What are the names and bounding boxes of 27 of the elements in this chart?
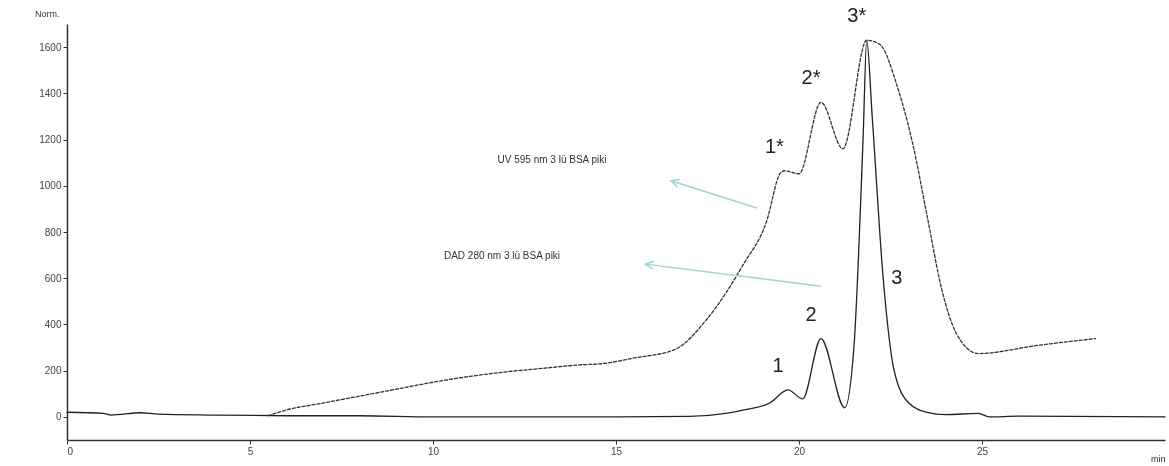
annotation: 3 <box>891 266 903 289</box>
y-tick-label: 1600 <box>39 41 62 53</box>
y-tick-label: 0 <box>55 411 62 423</box>
line-series <box>267 39 1097 417</box>
y-tick-label: 1200 <box>39 134 62 146</box>
annotation: DAD 280 nm 3 lü BSA piki <box>443 250 561 261</box>
annotation: UV 595 nm 3 lü BSA piki <box>497 154 607 165</box>
x-axis-title: min <box>1150 453 1166 464</box>
annotation: 1* <box>764 134 785 157</box>
annotation: 2 <box>805 302 817 325</box>
y-tick-label: 600 <box>44 272 62 284</box>
annotation: 1 <box>772 353 784 376</box>
x-tick-label: 20 <box>793 445 806 457</box>
y-axis-title: Norm. <box>35 8 60 19</box>
y-tick-label: 800 <box>44 226 62 238</box>
annotation: 2* <box>801 66 821 89</box>
y-tick-label: 1400 <box>39 87 62 99</box>
y-tick-label: 400 <box>44 318 62 330</box>
x-tick-label: 5 <box>247 445 254 457</box>
annotation: 3* <box>847 4 867 27</box>
line-series <box>66 39 1166 418</box>
x-tick-label: 0 <box>67 445 74 457</box>
y-tick-label: 1000 <box>39 180 62 192</box>
x-tick-label: 10 <box>427 445 440 457</box>
y-tick-label: 200 <box>44 365 62 377</box>
x-tick-label: 25 <box>976 445 989 457</box>
x-tick-label: 15 <box>610 445 623 457</box>
